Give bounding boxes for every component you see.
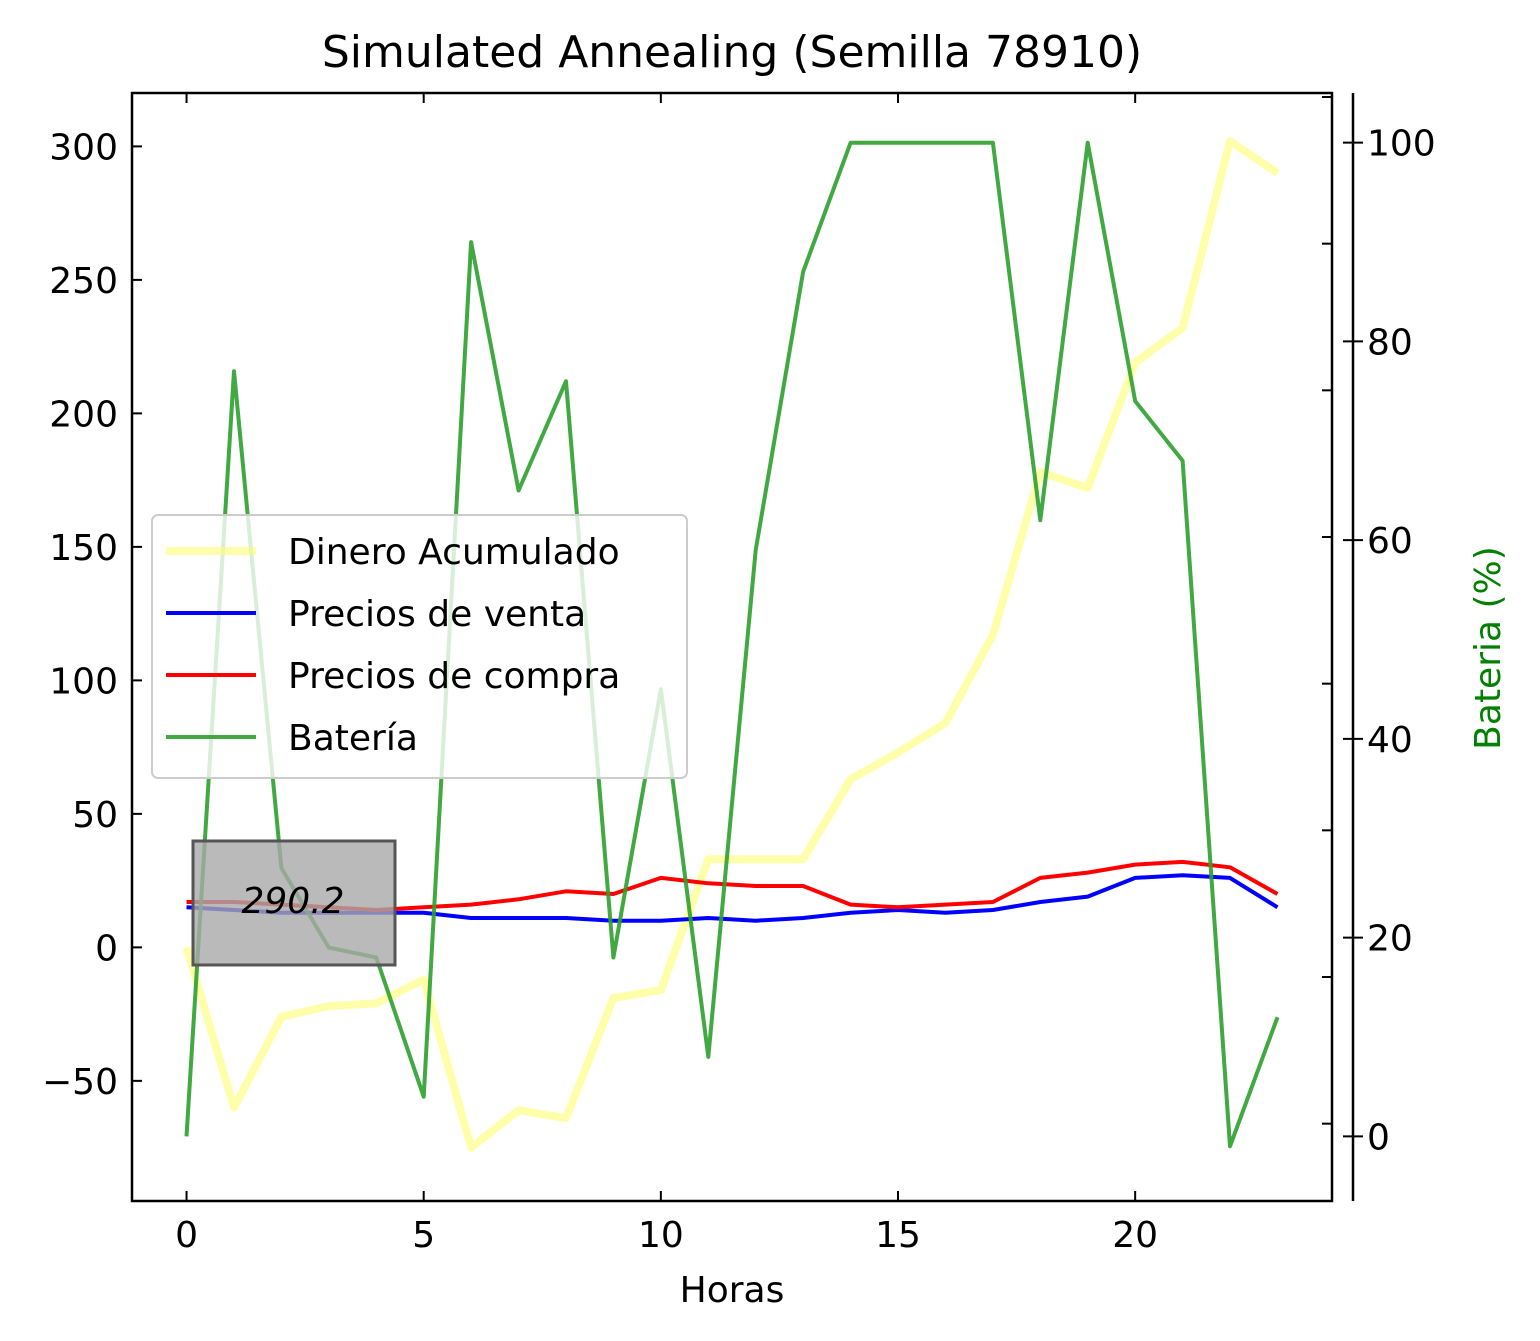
y-tick-label: 200	[49, 394, 118, 435]
legend-label: Precios de venta	[288, 594, 586, 635]
annotation-text: 290.2	[241, 881, 344, 922]
y2-tick-label: 100	[1367, 124, 1436, 165]
y-tick-label: 150	[49, 528, 118, 569]
x-tick-label: 0	[175, 1215, 198, 1256]
y2-tick-label: 60	[1367, 521, 1413, 562]
x-axis-label: Horas	[680, 1270, 785, 1311]
y2-tick-label: 0	[1367, 1117, 1390, 1158]
y2-tick-label: 40	[1367, 720, 1413, 761]
legend-label: Precios de compra	[288, 656, 620, 697]
legend: Dinero Acumulado Precios de venta Precios …	[151, 514, 688, 779]
y-tick-label: 0	[95, 928, 118, 969]
y2-tick-label: 20	[1367, 919, 1413, 960]
x-tick-label: 15	[875, 1215, 921, 1256]
y2-axis-label: Bateria (%)	[1468, 546, 1509, 750]
y-tick-label: −50	[42, 1062, 118, 1103]
x-tick-label: 20	[1112, 1215, 1158, 1256]
legend-label: Batería	[288, 718, 418, 759]
axes-frame	[130, 91, 1334, 1203]
y-tick-label: 250	[49, 261, 118, 302]
axes: 0 5 10 15 20 −50 0 50 100 150 200 250 300 0 20 40 60 80 10…	[42, 91, 1436, 1256]
x-tick-label: 5	[412, 1215, 435, 1256]
x-tick-label: 10	[638, 1215, 684, 1256]
legend-label: Dinero Acumulado	[288, 532, 620, 573]
series-line-dinero-acumulado	[182, 137, 1280, 1152]
y2-tick-label: 80	[1367, 322, 1413, 363]
annotation-box	[191, 839, 397, 967]
y-tick-label: 300	[49, 127, 118, 168]
y-tick-label: 50	[72, 795, 118, 836]
chart-title: Simulated Annealing (Semilla 78910)	[322, 27, 1142, 78]
annotation: 290.2	[191, 839, 397, 967]
legend-box	[151, 514, 688, 779]
y-tick-label: 100	[49, 661, 118, 702]
